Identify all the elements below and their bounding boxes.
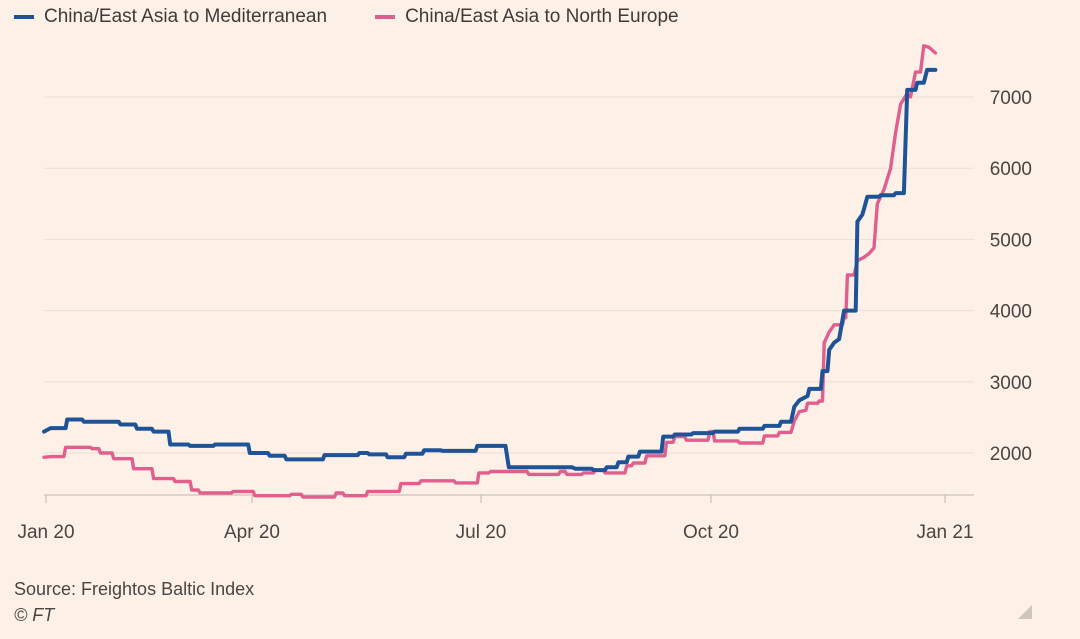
x-tick-label-4: Jan 21: [916, 522, 973, 543]
chart-footer: Source: Freightos Baltic Index © FT: [14, 576, 254, 628]
legend-label-north-europe: China/East Asia to North Europe: [405, 6, 679, 27]
legend-swatch-mediterranean: [14, 15, 34, 19]
x-tick-label-3: Oct 20: [683, 522, 739, 543]
y-tick-label-2000: 2000: [990, 444, 1032, 465]
y-tick-label-6000: 6000: [990, 159, 1032, 180]
chart-legend: China/East Asia to Mediterranean China/E…: [14, 6, 679, 28]
x-tick-label-1: Apr 20: [224, 522, 280, 543]
resize-handle-icon: [1018, 605, 1032, 619]
series-line-mediterranean: [42, 67, 938, 473]
copyright-credit: © FT: [14, 605, 55, 625]
source-note: Source: Freightos Baltic Index: [14, 579, 255, 599]
legend-item-mediterranean: China/East Asia to Mediterranean: [14, 6, 327, 28]
y-tick-label-7000: 7000: [990, 88, 1032, 109]
y-tick-label-5000: 5000: [990, 230, 1032, 251]
legend-label-mediterranean: China/East Asia to Mediterranean: [44, 6, 328, 27]
legend-swatch-north-europe: [375, 15, 396, 19]
y-tick-label-4000: 4000: [990, 302, 1032, 323]
x-tick-label-2: Jul 20: [456, 522, 507, 543]
series-line-north-europe: [42, 44, 938, 499]
x-tick-label-0: Jan 20: [17, 522, 74, 543]
legend-item-north-europe: China/East Asia to North Europe: [375, 6, 679, 28]
y-tick-label-3000: 3000: [990, 373, 1032, 394]
